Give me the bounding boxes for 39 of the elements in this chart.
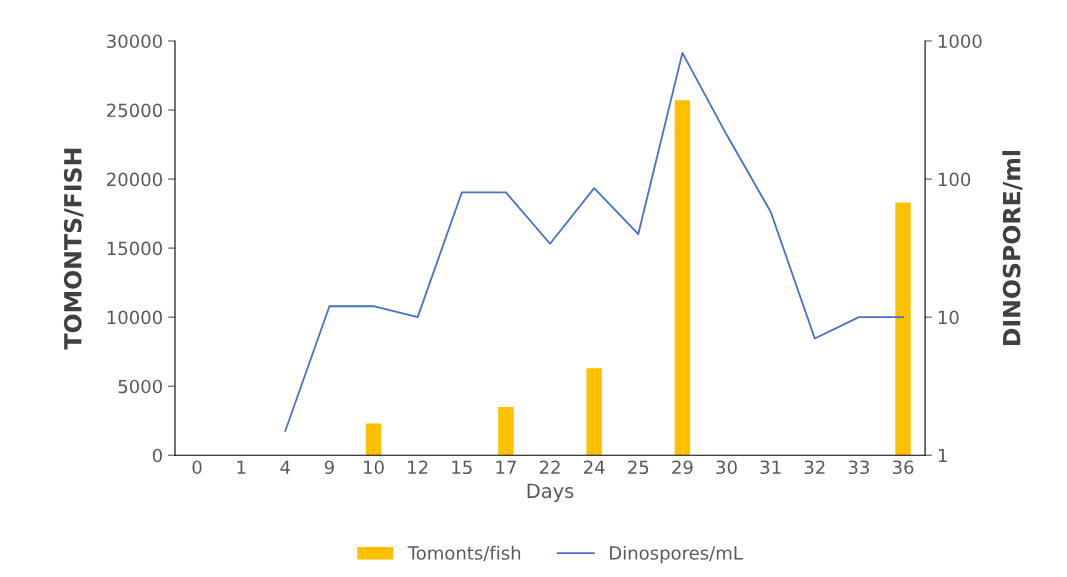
y-tick-label: 0 [152,448,162,463]
bar [498,406,514,456]
x-tick-label: 25 [628,460,649,475]
y2-tick-label: 1 [938,448,947,463]
x-tick-label: 32 [804,460,825,475]
bar [365,423,382,456]
x-tick-label: 12 [408,460,428,474]
x-tick-label: 30 [716,460,737,475]
x-tick-label: 36 [892,460,914,475]
y-tick-label: 30000 [107,34,162,49]
bar [674,100,691,456]
y2-tick-label: 1000 [938,34,982,49]
y2-axis-title: DINOSPORE/ml [1002,150,1023,346]
x-tick-label: 10 [364,460,384,475]
x-tick-label: 1 [237,460,246,474]
legend-label: Tomonts/fish [407,545,521,562]
legend-label: Dinospores/mL [610,545,743,564]
y-tick-label: 15000 [107,241,162,256]
y-tick-label: 20000 [107,172,162,187]
x-tick-label: 24 [584,460,605,474]
x-tick-label: 33 [848,460,869,475]
x-tick-label: 22 [539,460,560,474]
y-tick-label: 10000 [107,310,162,325]
x-tick-label: 9 [324,460,334,475]
x-tick-label: 0 [192,460,202,475]
line-series [284,51,904,432]
x-tick-label: 31 [760,460,781,475]
x-tick-label: 4 [280,460,291,474]
x-axis-title: Days [527,483,574,502]
y2-tick-label: 100 [938,172,971,187]
x-tick-label: 29 [672,460,693,475]
bar [586,368,602,456]
y-tick-label: 25000 [107,103,162,118]
x-tick-label: 17 [496,460,516,474]
x-tick-label: 15 [452,460,472,475]
y-axis-title: TOMONTS/FISH [63,148,84,350]
y-tick-label: 5000 [118,379,162,394]
bar [895,202,911,456]
y2-tick-label: 10 [938,310,959,325]
